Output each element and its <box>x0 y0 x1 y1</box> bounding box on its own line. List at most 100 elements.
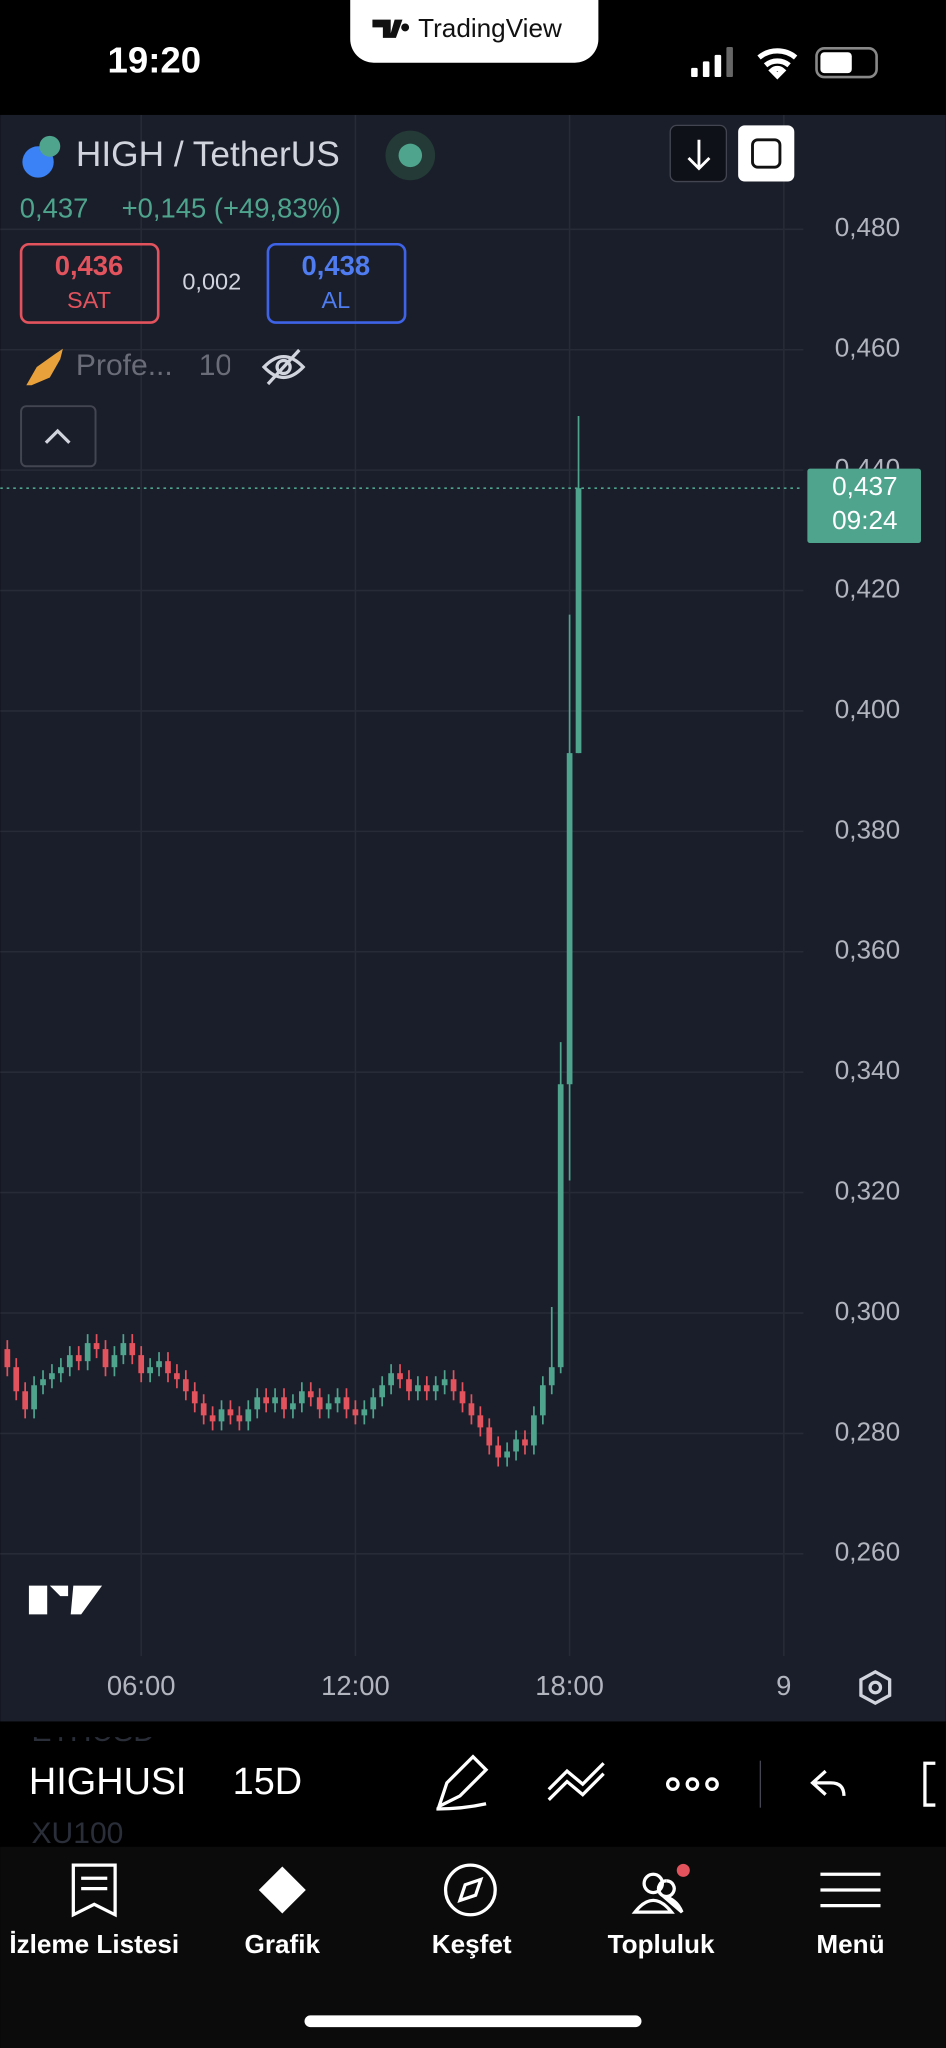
candle-body <box>93 1343 100 1350</box>
candle-body <box>227 1409 234 1416</box>
y-tick-label: 0,280 <box>835 1416 900 1446</box>
nav-icon <box>820 1872 881 1908</box>
nav-label[interactable]: Topluluk <box>608 1929 715 1959</box>
candle-body <box>31 1385 37 1410</box>
candle-body <box>486 1427 493 1446</box>
indicator-name: Profe... <box>76 349 173 382</box>
candle-body <box>147 1367 153 1374</box>
app-name: TradingView <box>418 13 562 43</box>
hide-icon[interactable] <box>261 348 306 386</box>
x-tick-label: 12:00 <box>321 1670 390 1701</box>
candle-body <box>468 1403 475 1416</box>
last-price-label: 0,437 <box>832 471 897 501</box>
candle-body <box>316 1397 323 1410</box>
candle-body <box>4 1349 11 1368</box>
candle-body <box>218 1409 225 1422</box>
notification-dot <box>676 1863 690 1877</box>
y-tick-label: 0,480 <box>835 212 900 242</box>
tv-watermark <box>28 1585 103 1615</box>
symbol-logo-badge <box>39 135 61 157</box>
chevron-up <box>44 428 71 444</box>
buy-price: 0,438 <box>302 250 371 281</box>
candle-body <box>566 753 573 1085</box>
nav-icon <box>443 1863 497 1917</box>
more-tools-icon[interactable] <box>923 1761 936 1807</box>
ghost-symbol: ETHUSD <box>32 1715 155 1748</box>
axes: 0,4800,4600,4400,4200,4000,3800,3600,340… <box>107 212 921 1701</box>
candle-body <box>191 1391 198 1404</box>
wifi-icon <box>757 48 798 80</box>
candle-body <box>182 1379 189 1392</box>
candle-body <box>307 1391 314 1398</box>
candle-body <box>477 1415 484 1428</box>
candle-body <box>352 1409 359 1416</box>
sell-price: 0,436 <box>55 250 124 281</box>
candle-body <box>450 1379 457 1392</box>
interval[interactable]: 15D <box>233 1761 302 1803</box>
candle-body <box>120 1343 127 1356</box>
candle-body <box>343 1397 350 1410</box>
draw-icon[interactable] <box>436 1754 489 1811</box>
candle-body <box>254 1397 261 1410</box>
candle-body <box>504 1451 510 1458</box>
nav-label[interactable]: Keşfet <box>432 1929 512 1959</box>
candle-body <box>75 1355 82 1362</box>
y-tick-label: 0,300 <box>835 1296 900 1326</box>
chart-bg <box>0 114 946 1722</box>
buy-button[interactable] <box>266 242 407 324</box>
candle-body <box>66 1355 73 1368</box>
signal-icon <box>691 47 733 78</box>
nav-icon <box>258 1866 306 1914</box>
nav-label[interactable]: Grafik <box>245 1929 321 1959</box>
more-icon[interactable] <box>665 1777 719 1792</box>
undo-icon[interactable] <box>810 1769 846 1797</box>
candle-body <box>495 1445 502 1458</box>
candle-body <box>102 1349 109 1368</box>
x-tick-label: 06:00 <box>107 1670 176 1701</box>
candle-body <box>575 488 582 754</box>
fullscreen-button[interactable] <box>738 125 795 182</box>
y-tick-label: 0,260 <box>835 1537 900 1567</box>
candle-body <box>522 1439 528 1446</box>
candle-body <box>432 1385 439 1392</box>
nav-icon <box>631 1872 684 1914</box>
candle-body <box>406 1379 412 1392</box>
y-tick-label: 0,380 <box>835 814 900 844</box>
candle-body <box>557 1084 564 1368</box>
nav-icon <box>71 1863 117 1918</box>
collapse-button[interactable] <box>20 405 97 468</box>
settings-icon[interactable] <box>859 1669 892 1706</box>
candle-body <box>138 1355 145 1374</box>
x-tick-label: 9 <box>776 1670 791 1701</box>
toolbar-symbol[interactable]: HIGHUSD <box>29 1761 204 1803</box>
candle-body <box>548 1367 555 1386</box>
candle-body <box>245 1409 252 1422</box>
candle-body <box>22 1391 29 1410</box>
candle-body <box>40 1379 46 1386</box>
trend-icon[interactable] <box>547 1762 605 1801</box>
candle-body <box>379 1385 386 1398</box>
y-tick-label: 0,400 <box>835 694 900 724</box>
candle-body <box>84 1343 91 1362</box>
symbol-name: HIGH / TetherUS <box>76 135 340 174</box>
candle-body <box>58 1367 64 1374</box>
candle-body <box>111 1355 118 1368</box>
candle-body <box>325 1403 332 1410</box>
nav-label[interactable]: İzleme Listesi <box>9 1929 179 1959</box>
nav-label[interactable]: Menü <box>816 1929 884 1959</box>
sell-button[interactable] <box>19 242 160 324</box>
battery-level <box>820 52 852 74</box>
countdown: 09:24 <box>832 505 897 535</box>
candle-body <box>397 1373 403 1380</box>
home-indicator <box>304 2015 642 2028</box>
candle-body <box>388 1373 394 1386</box>
candle-body <box>272 1397 278 1404</box>
candle-body <box>531 1415 537 1446</box>
candle-body <box>156 1361 162 1368</box>
candle-body <box>370 1397 377 1410</box>
spread: 0,002 <box>182 269 241 295</box>
candle-body <box>459 1391 466 1404</box>
candle-body <box>263 1397 270 1404</box>
candle-body <box>415 1385 421 1392</box>
y-tick-label: 0,360 <box>835 935 900 965</box>
